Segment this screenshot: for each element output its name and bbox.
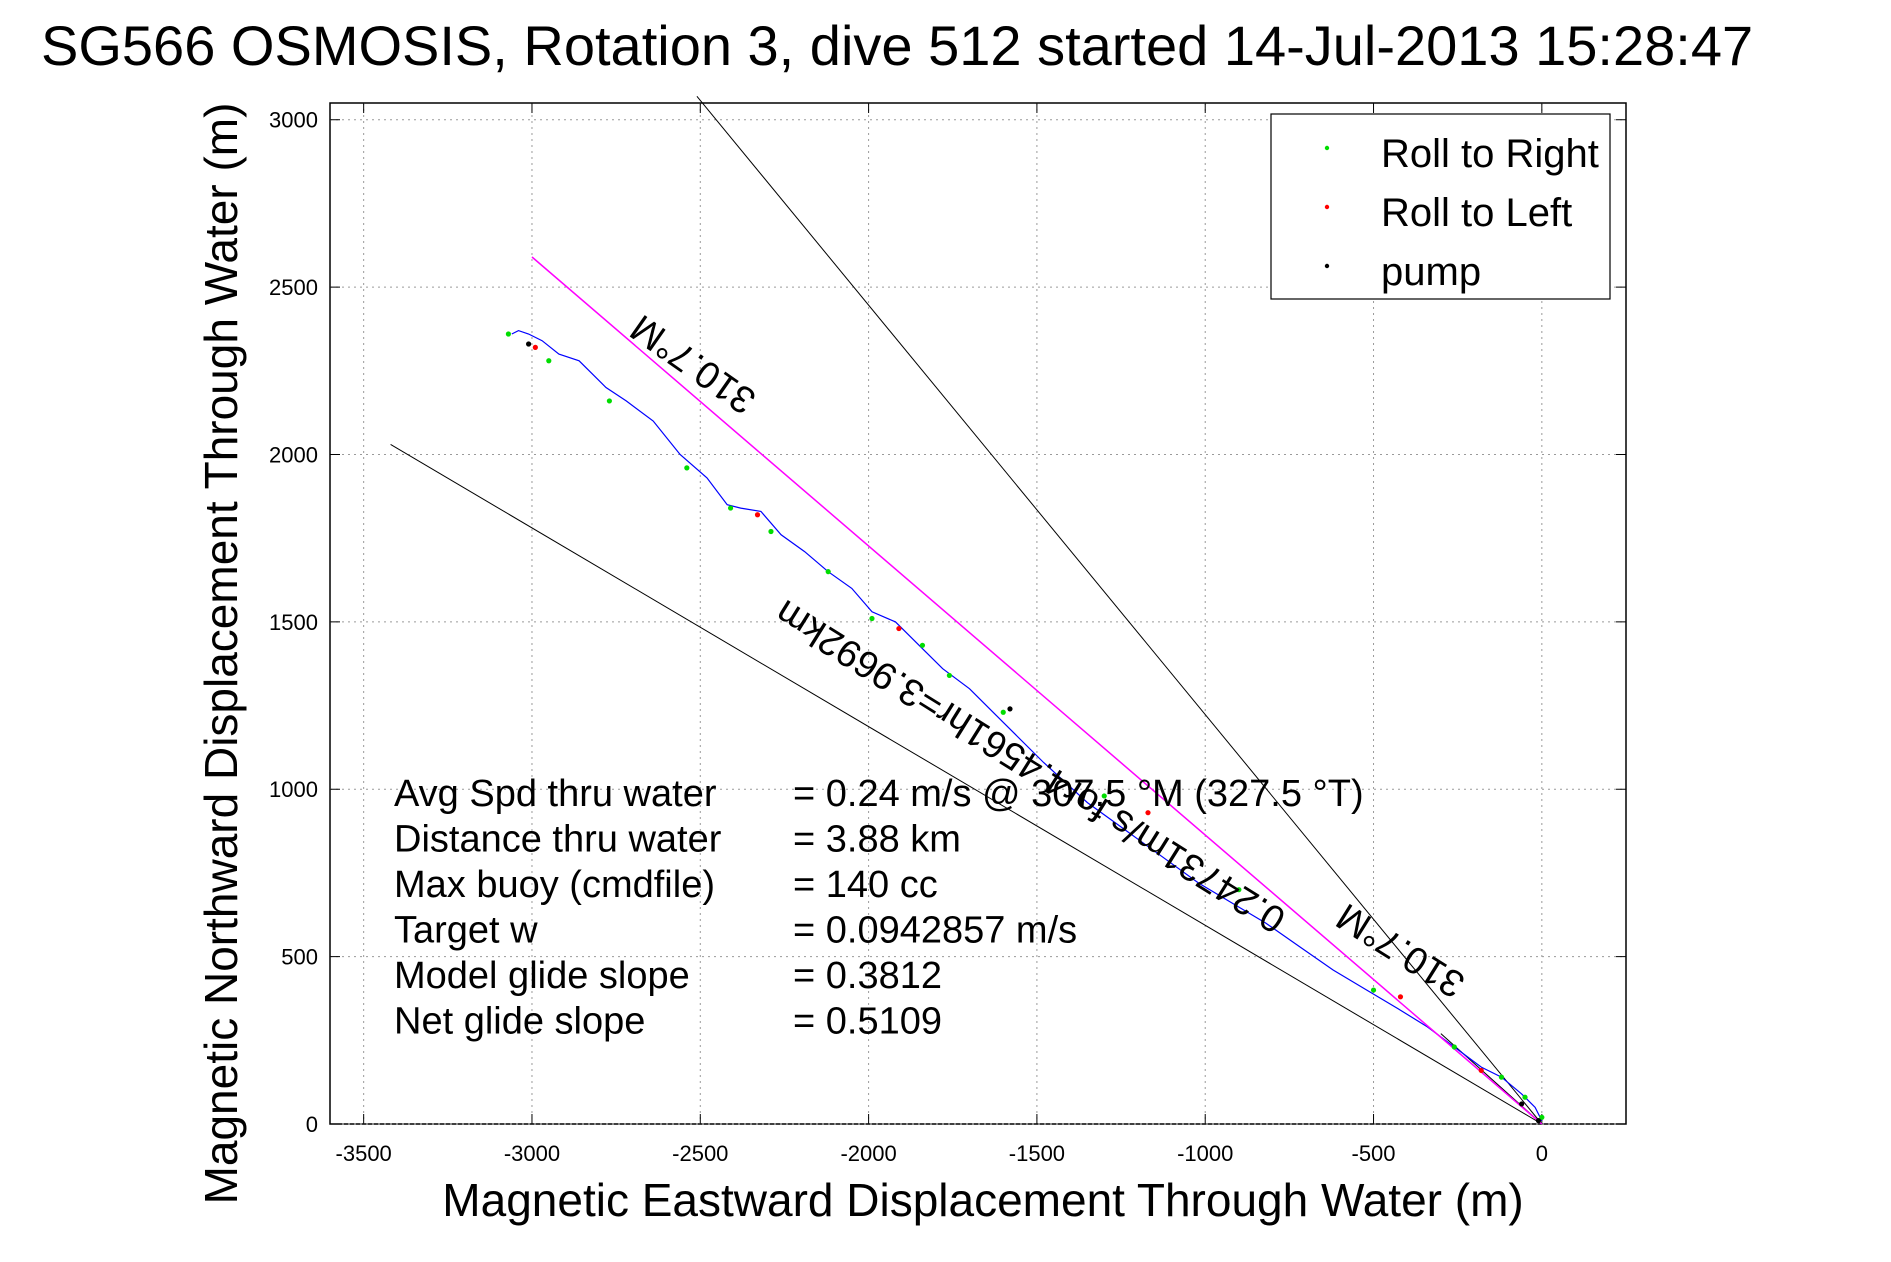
series-group [511,256,1543,1125]
stat-label: Avg Spd thru water [394,773,717,815]
roll-left-point [1397,994,1404,1000]
stat-value: = 0.5109 [793,1001,942,1043]
legend-marker [1324,145,1330,151]
roll-left-point [754,512,761,518]
stat-value: = 0.0942857 m/s [793,910,1077,952]
chart-title: SG566 OSMOSIS, Rotation 3, dive 512 star… [41,14,1753,77]
roll-right-point [1370,987,1377,993]
dive-track-line [511,329,1543,1121]
stat-label: Model glide slope [394,955,690,997]
reference-line [696,95,1543,1125]
legend-label: Roll to Right [1381,132,1599,176]
roll-right-point [1101,793,1107,799]
y-tick-label: 2500 [269,275,318,300]
legend-label: Roll to Left [1381,191,1572,235]
roll-left-point [532,344,538,350]
stat-label: Target w [394,910,538,952]
stat-label: Distance thru water [394,819,722,861]
legend-marker [1324,204,1330,210]
roll-right-point [768,528,774,535]
x-tick-label: -3000 [504,1141,560,1166]
roll-right-point [1451,1044,1457,1050]
roll-right-point [919,642,926,648]
roll-right-point [1539,1114,1545,1120]
roll-left-point [1478,1067,1484,1074]
y-tick-label: 3000 [269,108,318,133]
roll-right-point [1000,709,1006,715]
y-tick-label: 500 [281,945,318,970]
x-tick-label: -1000 [1177,1141,1233,1166]
reference-line [390,444,1543,1125]
stat-value: = 0.3812 [793,955,942,997]
pump-point [526,341,532,347]
marker-group [505,331,1545,1124]
pump-point [1535,1118,1542,1124]
x-tick-label: 0 [1536,1141,1548,1166]
roll-right-point [869,615,875,622]
stat-value: = 3.88 km [793,819,961,861]
y-tick-label: 1500 [269,610,318,635]
roll-right-point [1236,887,1242,893]
x-tick-label: -1500 [1009,1141,1065,1166]
y-tick-label: 2000 [269,442,318,467]
legend-marker [1324,263,1330,269]
legend: Roll to Right Roll to Left pump [1270,113,1611,300]
roll-left-point [896,625,902,632]
y-axis-label: Magnetic Northward Displacement Through … [195,103,247,1205]
stat-value: = 0.24 m/s @ 307.5 °M (327.5 °T) [793,773,1364,815]
heading-line [531,256,1543,1125]
axis-ticks: -3500 -3000 -2500 -2000 -1500 -1000 -500 0 0 500 1… [269,103,1626,1166]
roll-right-point [1522,1094,1528,1100]
stat-label: Max buoy (cmdfile) [394,864,715,906]
roll-right-point [684,465,690,471]
roll-right-point [825,569,831,575]
roll-right-point [546,358,552,364]
stats-block: Avg Spd thru water = 0.24 m/s @ 307.5 °M … [394,773,1364,1043]
roll-right-point [1498,1074,1505,1080]
roll-right-point [946,672,952,679]
stat-value: = 140 cc [793,864,938,906]
x-tick-label: -500 [1352,1141,1396,1166]
roll-right-point [505,331,512,337]
x-tick-label: -2500 [672,1141,728,1166]
x-tick-label: -2000 [840,1141,896,1166]
x-tick-label: -3500 [336,1141,392,1166]
pump-point [1007,706,1013,712]
stat-label: Net glide slope [394,1001,645,1043]
roll-right-point [606,398,612,404]
x-axis-label: Magnetic Eastward Displacement Through W… [442,1174,1523,1226]
pump-point [1519,1101,1525,1107]
y-tick-label: 0 [306,1112,318,1137]
legend-label: pump [1381,250,1481,294]
roll-right-point [727,505,734,511]
roll-left-point [1145,810,1151,816]
y-tick-label: 1000 [269,777,318,802]
